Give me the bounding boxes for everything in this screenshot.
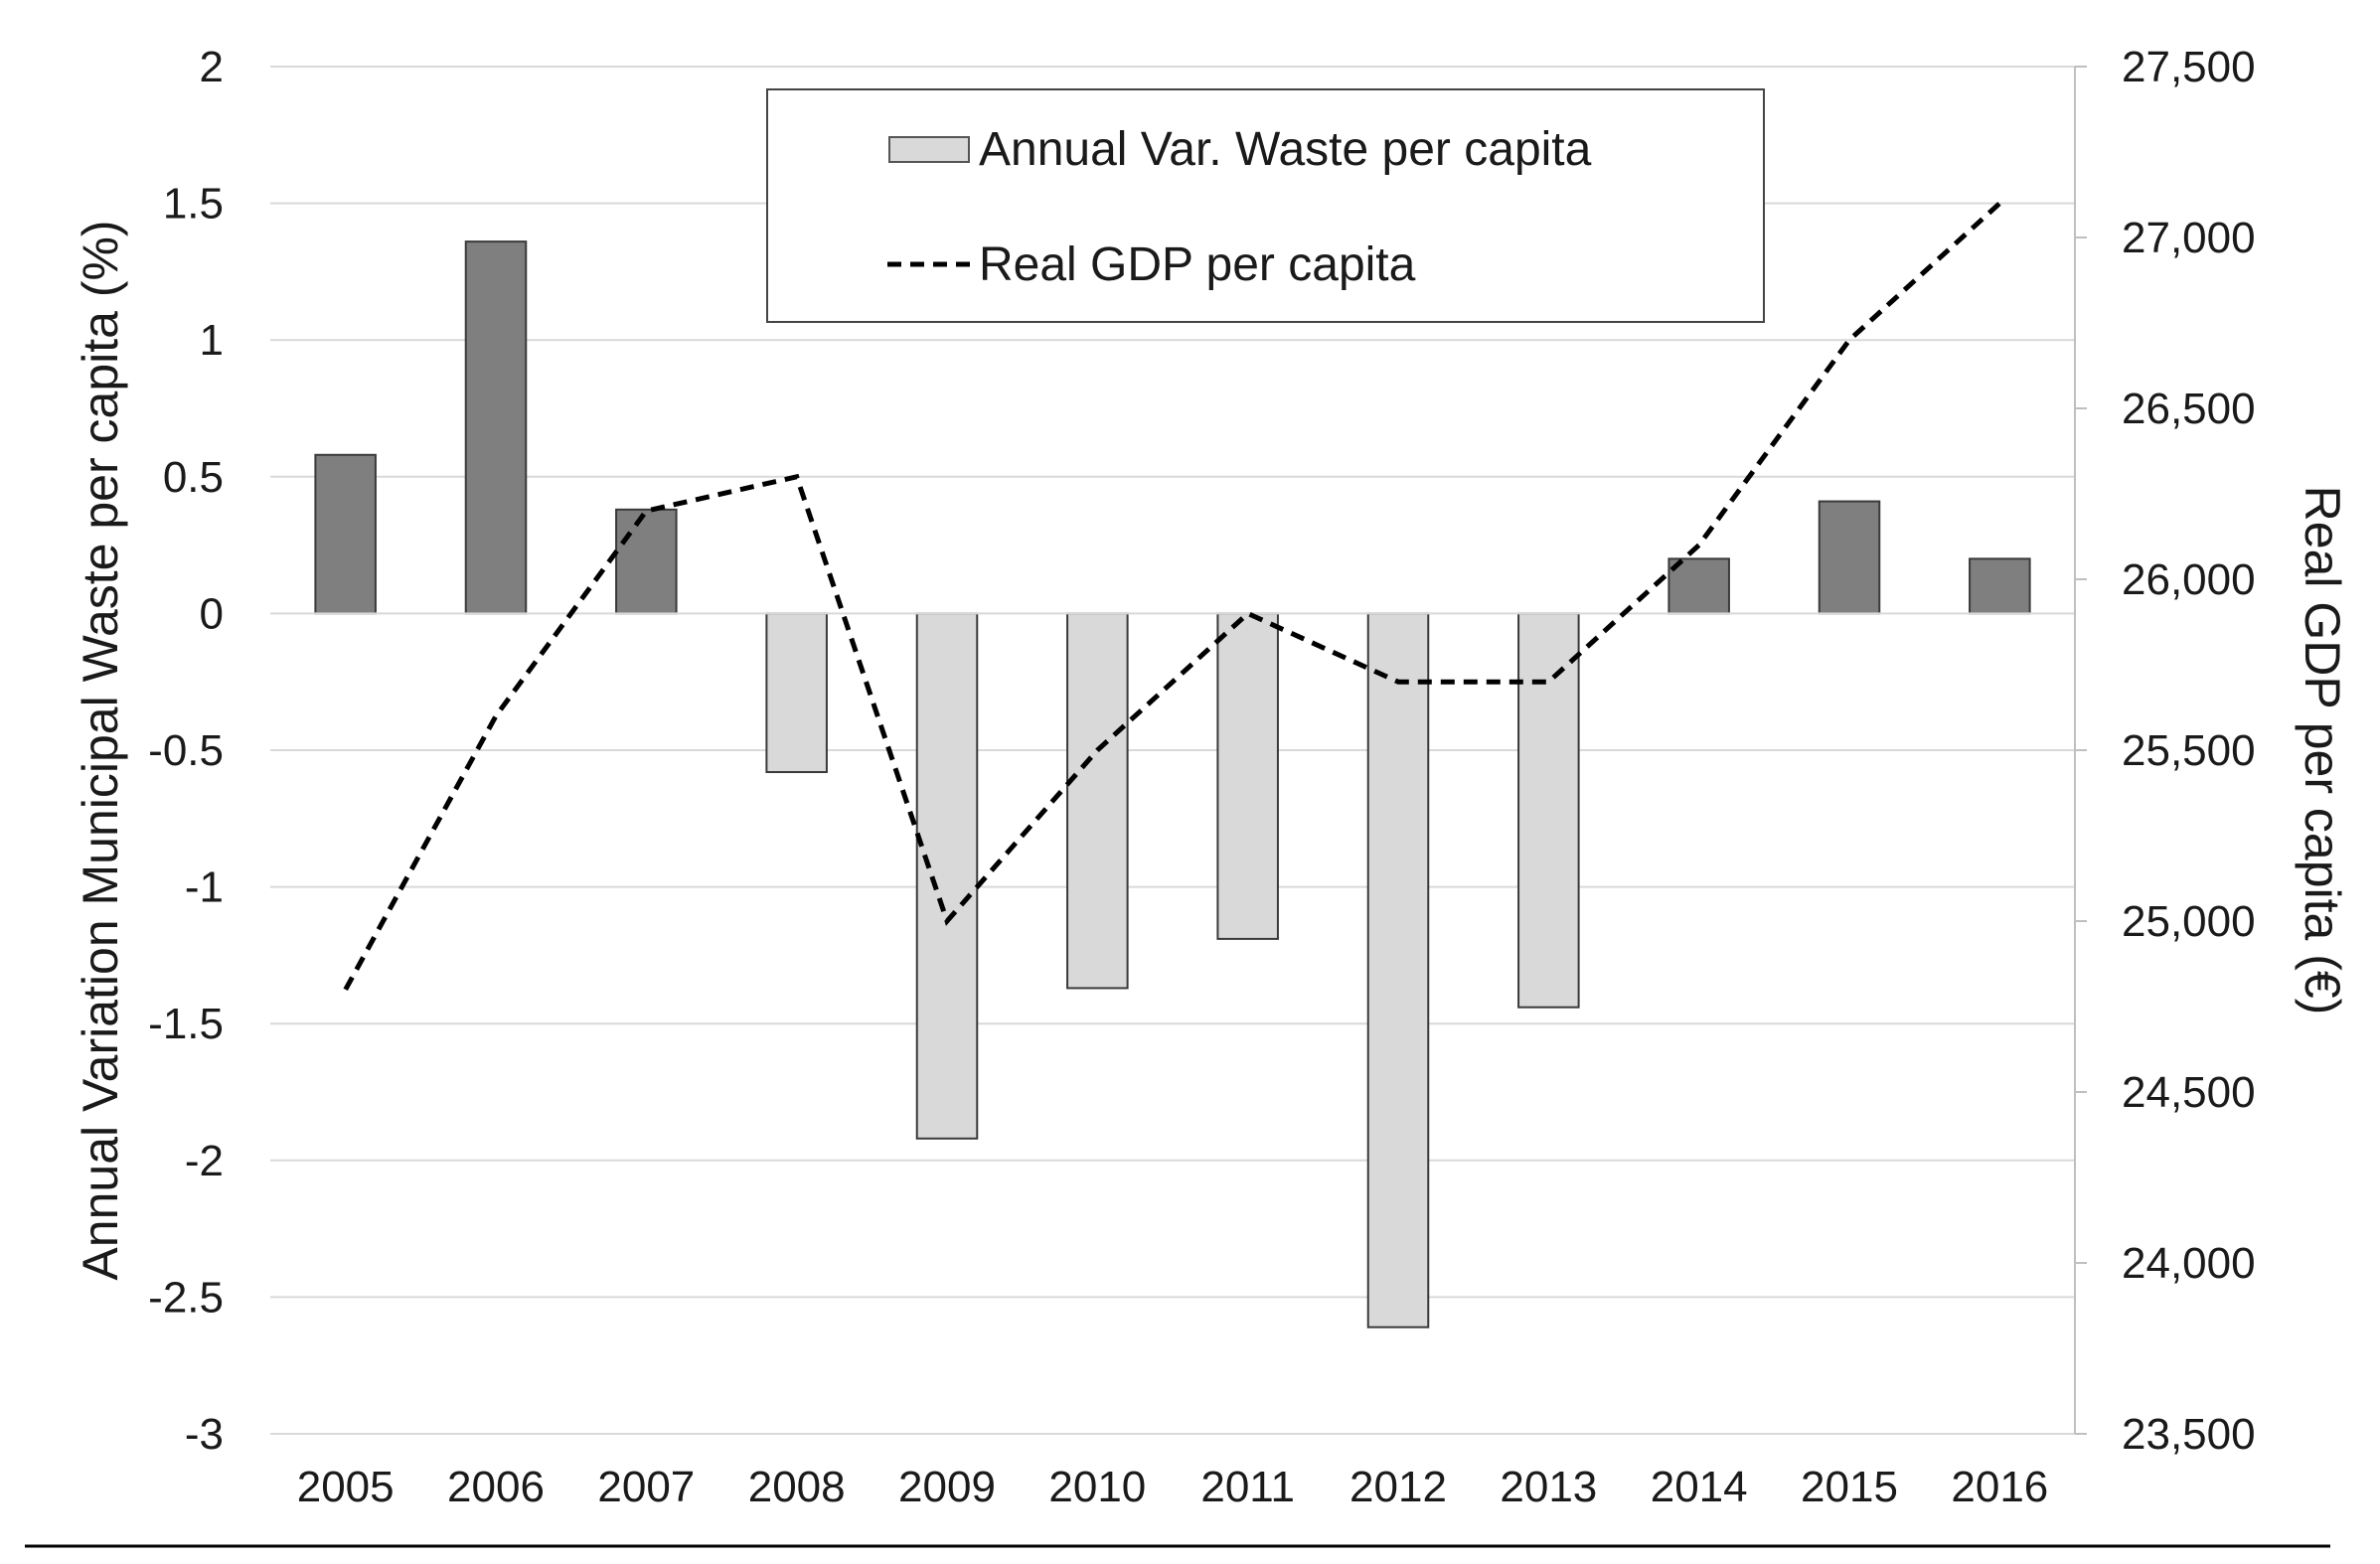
legend-line-label: Real GDP per capita xyxy=(979,238,1416,291)
y2-tick-label: 24,000 xyxy=(2122,1239,2256,1288)
y2-tick-label: 25,500 xyxy=(2122,726,2256,775)
bar-2011 xyxy=(1216,612,1279,940)
y2-tick-label: 26,000 xyxy=(2122,555,2256,604)
bar-2005 xyxy=(314,453,377,615)
y-tick-label: -2.5 xyxy=(148,1273,224,1322)
x-tick-label: 2014 xyxy=(1651,1463,1748,1511)
right-axis-tick-marks xyxy=(2075,66,2087,1435)
legend-bar-swatch xyxy=(888,136,970,163)
x-tick-label: 2008 xyxy=(748,1463,846,1511)
y2-tick-label: 24,500 xyxy=(2122,1068,2256,1117)
x-tick-label: 2005 xyxy=(297,1463,395,1511)
y-tick-label: 2 xyxy=(200,43,224,91)
y2-tick-label: 26,500 xyxy=(2122,385,2256,433)
y-tick-label: -2 xyxy=(185,1137,224,1185)
bar-series xyxy=(314,240,2031,1329)
right-axis-tick-labels: 27,500 27,000 26,500 26,000 25,500 25,000 24,5… xyxy=(2122,43,2256,1459)
legend-bar-label: Annual Var. Waste per capita xyxy=(979,123,1592,176)
y2-tick-label: 27,000 xyxy=(2122,214,2256,262)
y-tick-label: -0.5 xyxy=(148,726,224,775)
legend: Annual Var. Waste per capita Real GDP pe… xyxy=(766,88,1765,323)
x-tick-label: 2013 xyxy=(1500,1463,1597,1511)
legend-box xyxy=(766,88,1765,323)
y-tick-label: 0 xyxy=(200,589,224,638)
gdp-line xyxy=(343,201,2001,992)
y2-tick-label: 23,500 xyxy=(2122,1410,2256,1459)
x-tick-label: 2010 xyxy=(1048,1463,1146,1511)
bar-2013 xyxy=(1517,612,1580,1009)
y-tick-label: -1.5 xyxy=(148,1000,224,1048)
x-tick-label: 2009 xyxy=(898,1463,996,1511)
gridlines xyxy=(270,66,2075,1435)
bar-2012 xyxy=(1366,612,1430,1329)
x-tick-label: 2015 xyxy=(1801,1463,1898,1511)
y2-tick-label: 25,000 xyxy=(2122,897,2256,946)
x-tick-label: 2016 xyxy=(1951,1463,2048,1511)
x-tick-label: 2007 xyxy=(597,1463,695,1511)
y-tick-label: 1.5 xyxy=(163,180,224,229)
y-tick-label: -3 xyxy=(185,1410,224,1459)
y-axis-title: Annual Variation Municipal Waste per cap… xyxy=(73,220,128,1280)
bar-2014 xyxy=(1667,557,1730,615)
bar-2016 xyxy=(1969,557,2031,615)
bar-2010 xyxy=(1066,612,1129,990)
x-tick-label: 2011 xyxy=(1200,1463,1295,1511)
bar-2008 xyxy=(765,612,828,774)
y-tick-label: 1 xyxy=(200,316,224,365)
y2-tick-label: 27,500 xyxy=(2122,43,2256,91)
bar-2006 xyxy=(464,240,528,615)
x-tick-label: 2006 xyxy=(447,1463,545,1511)
left-axis-tick-labels: 2 1.5 1 0.5 0 -0.5 -1 -1.5 -2 -2.5 -3 xyxy=(148,43,224,1459)
y2-axis-title: Real GDP per capita (€) xyxy=(2295,486,2350,1016)
bar-2007 xyxy=(615,508,678,615)
x-tick-label: 2012 xyxy=(1349,1463,1447,1511)
bar-2009 xyxy=(915,612,979,1140)
x-axis-tick-labels: 2005 2006 2007 2008 2009 2010 2011 2012 2013 2014… xyxy=(297,1463,2049,1511)
bar-2015 xyxy=(1818,500,1881,615)
y-tick-label: -1 xyxy=(185,863,224,912)
y-tick-label: 0.5 xyxy=(163,453,224,502)
